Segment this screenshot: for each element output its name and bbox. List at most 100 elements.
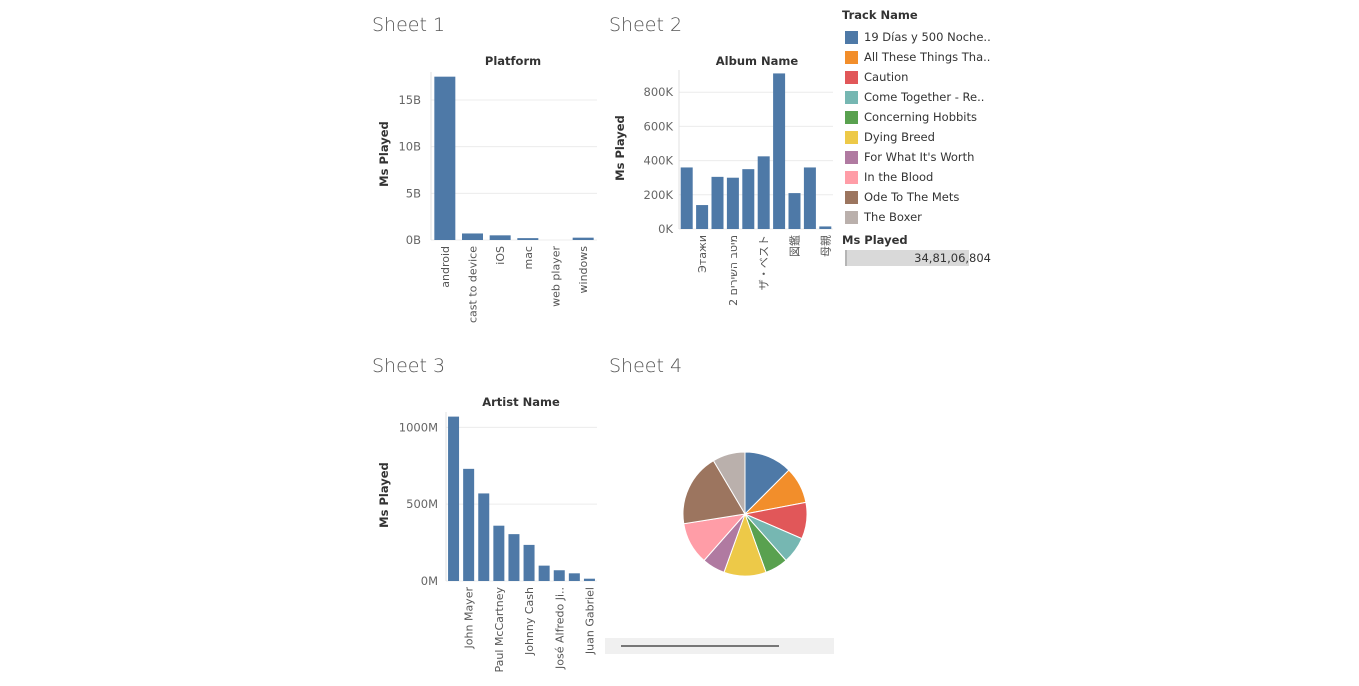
- x-category-label: windows: [577, 246, 590, 294]
- bar: [680, 167, 693, 229]
- x-category-label: 図鑑: [788, 235, 802, 257]
- chart-title: Platform: [485, 54, 541, 68]
- sheet-title-4: Sheet 4: [609, 355, 683, 377]
- bar: [448, 416, 460, 581]
- y-tick-label: 400K: [644, 154, 674, 168]
- legend-swatch: [845, 30, 858, 44]
- x-category-label: מיטב השירים 2: [727, 235, 740, 306]
- legend-item[interactable]: The Boxer: [842, 207, 1002, 227]
- bar: [819, 226, 832, 229]
- legend-item[interactable]: For What It's Worth: [842, 147, 1002, 167]
- bar: [773, 73, 786, 229]
- bar: [489, 235, 511, 240]
- x-category-label: Paul McCartney: [493, 587, 506, 673]
- legend-item[interactable]: 19 Días y 500 Noche..: [842, 27, 1002, 47]
- bar: [434, 76, 456, 241]
- bar: [478, 493, 490, 581]
- bar: [508, 534, 520, 581]
- x-category-label: 母親: [819, 235, 832, 257]
- legend-label: Caution: [864, 70, 909, 84]
- bar: [523, 544, 535, 581]
- y-tick-label: 600K: [644, 119, 674, 133]
- legend-label: Concerning Hobbits: [864, 110, 977, 124]
- bar: [711, 176, 724, 229]
- legend-item[interactable]: Ode To The Mets: [842, 187, 1002, 207]
- x-category-label: android: [439, 246, 452, 288]
- x-category-label: iOS: [494, 246, 507, 265]
- legend-swatch: [845, 110, 858, 124]
- size-legend-title: Ms Played: [842, 233, 908, 247]
- y-tick-label: 800K: [644, 85, 674, 99]
- y-tick-label: 200K: [644, 188, 674, 202]
- bar: [757, 156, 770, 229]
- legend-swatch: [845, 70, 858, 84]
- legend-item[interactable]: Caution: [842, 67, 1002, 87]
- x-category-label: Этажи: [696, 235, 709, 273]
- legend-label: Come Together - Re..: [864, 90, 985, 104]
- legend-swatch: [845, 170, 858, 184]
- bar: [553, 570, 565, 581]
- legend-items: 19 Días y 500 Noche.. All These Things Th…: [842, 27, 1002, 227]
- legend-label: Ode To The Mets: [864, 190, 960, 204]
- legend-swatch: [845, 50, 858, 64]
- legend-item[interactable]: Concerning Hobbits: [842, 107, 1002, 127]
- x-category-label: Johnny Cash: [523, 587, 536, 656]
- x-category-label: John Mayer: [463, 587, 476, 650]
- bar: [726, 177, 739, 229]
- chart-title: Artist Name: [482, 395, 560, 409]
- chart-title: Album Name: [716, 54, 799, 68]
- scrollbar-thumb[interactable]: [621, 645, 779, 647]
- legend-item[interactable]: In the Blood: [842, 167, 1002, 187]
- sheet-title-1: Sheet 1: [372, 14, 446, 36]
- y-tick-label: 15B: [398, 93, 421, 107]
- y-tick-label: 0M: [421, 574, 438, 588]
- bar: [538, 565, 550, 581]
- pie-slice: [712, 451, 746, 516]
- legend-item[interactable]: All These Things Tha..: [842, 47, 1002, 67]
- legend-swatch: [845, 190, 858, 204]
- legend-swatch: [845, 210, 858, 224]
- size-legend-value: 34,81,06,804: [914, 251, 991, 265]
- bar: [583, 578, 595, 581]
- y-axis-label: Ms Played: [377, 462, 391, 528]
- bar: [572, 237, 594, 240]
- legend-swatch: [845, 90, 858, 104]
- x-category-label: Juan Gabriel: [583, 587, 596, 655]
- y-tick-label: 10B: [398, 140, 421, 154]
- y-tick-label: 0B: [406, 233, 421, 247]
- bar: [742, 169, 755, 229]
- bar: [696, 205, 709, 229]
- horizontal-scrollbar[interactable]: [605, 638, 834, 654]
- x-category-label: web player: [550, 246, 563, 307]
- bar: [803, 167, 816, 229]
- bar: [493, 525, 505, 581]
- y-axis-label: Ms Played: [613, 115, 627, 181]
- legend-item[interactable]: Dying Breed: [842, 127, 1002, 147]
- legend-title: Track Name: [842, 8, 918, 22]
- bar: [462, 233, 483, 240]
- y-tick-label: 500M: [406, 497, 438, 511]
- legend-label: The Boxer: [864, 210, 922, 224]
- x-category-label: José Alfredo Ji..: [553, 587, 566, 670]
- sheet-title-3: Sheet 3: [372, 355, 446, 377]
- bar: [788, 193, 801, 229]
- legend-label: 19 Días y 500 Noche..: [864, 30, 991, 44]
- y-tick-label: 5B: [406, 186, 421, 200]
- legend-swatch: [845, 150, 858, 164]
- legend-label: In the Blood: [864, 170, 934, 184]
- x-category-label: mac: [522, 246, 535, 270]
- size-legend-bar: 34,81,06,804: [845, 250, 991, 266]
- bar: [463, 468, 475, 581]
- legend-label: All These Things Tha..: [864, 50, 991, 64]
- legend-label: For What It's Worth: [864, 150, 975, 164]
- y-axis-label: Ms Played: [377, 121, 391, 187]
- legend-item[interactable]: Come Together - Re..: [842, 87, 1002, 107]
- track-name-legend: Track Name 19 Días y 500 Noche.. All Thes…: [842, 8, 1002, 266]
- x-category-label: cast to device: [467, 246, 480, 323]
- y-tick-label: 0K: [658, 222, 673, 236]
- bar: [517, 238, 539, 240]
- pie-slice: [682, 459, 746, 525]
- x-category-label: ザ・ベスト: [758, 235, 771, 290]
- bar: [568, 573, 580, 581]
